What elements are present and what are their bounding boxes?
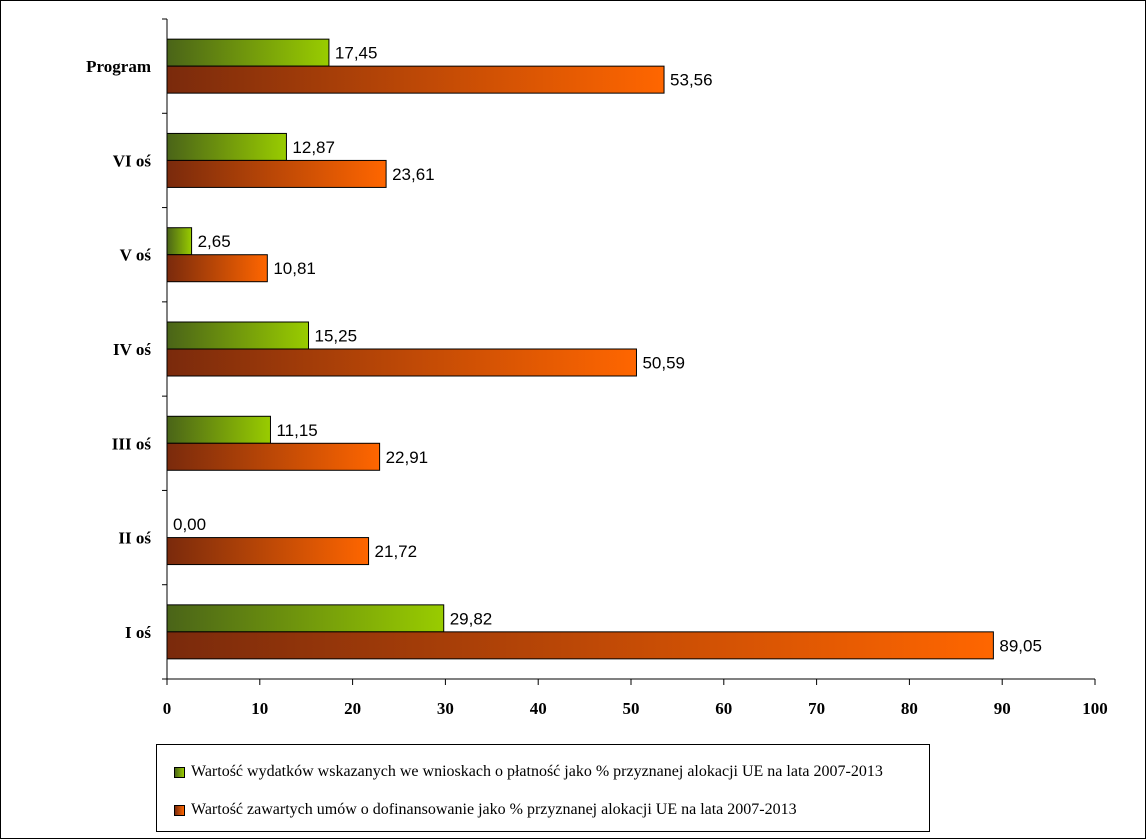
legend-label-series-2: Wartość zawartych umów o dofinansowanie … — [191, 801, 797, 818]
bar-series-2 — [166, 537, 370, 566]
bar-series-2 — [166, 254, 268, 283]
bar-series-1 — [166, 321, 310, 350]
x-tick-label: 10 — [251, 699, 268, 718]
category-label: III oś — [112, 434, 152, 453]
x-tick-label: 70 — [808, 699, 825, 718]
bar-series-2 — [166, 631, 994, 660]
bar-series-1 — [166, 415, 271, 444]
x-tick-label: 50 — [623, 699, 640, 718]
chart-bars — [166, 38, 994, 660]
bar-series-2 — [166, 348, 637, 377]
data-label-series-1: 17,45 — [335, 44, 378, 63]
data-label-series-2: 89,05 — [999, 636, 1042, 655]
legend-item-series-2: Wartość zawartych umów o dofinansowanie … — [174, 800, 797, 820]
bar-series-1 — [166, 38, 330, 67]
x-tick-label: 0 — [163, 699, 172, 718]
category-label: VI oś — [113, 151, 152, 170]
legend-label-series-1: Wartość wydatków wskazanych we wnioskach… — [191, 763, 883, 780]
data-label-series-2: 21,72 — [375, 542, 418, 561]
data-label-series-2: 53,56 — [670, 71, 713, 90]
data-label-series-1: 0,00 — [173, 515, 206, 534]
x-tick-label: 60 — [715, 699, 732, 718]
x-tick-label: 40 — [530, 699, 547, 718]
data-label-series-1: 29,82 — [450, 609, 493, 628]
x-tick-label: 80 — [901, 699, 918, 718]
x-tick-label: 100 — [1082, 699, 1108, 718]
category-label: Program — [86, 57, 151, 76]
data-label-series-2: 10,81 — [273, 259, 316, 278]
category-label: I oś — [125, 623, 151, 642]
legend-swatch-series-2 — [174, 804, 185, 816]
category-label: V oś — [120, 246, 152, 265]
data-label-series-2: 22,91 — [386, 448, 429, 467]
chart-labels: Program 17,45 53,56 VI oś 12,87 23,61 V oś 2,65… — [86, 44, 1042, 656]
bar-series-2 — [166, 442, 381, 471]
bar-series-1 — [166, 604, 445, 633]
bar-series-2 — [166, 65, 665, 94]
x-tick-label: 90 — [994, 699, 1011, 718]
data-label-series-1: 12,87 — [292, 138, 335, 157]
category-label: II oś — [118, 529, 151, 548]
data-label-series-1: 15,25 — [315, 327, 358, 346]
data-label-series-2: 23,61 — [392, 165, 435, 184]
category-label: IV oś — [113, 340, 151, 359]
x-tick-label: 20 — [344, 699, 361, 718]
bar-series-1 — [166, 227, 193, 256]
data-label-series-1: 11,15 — [276, 421, 317, 440]
data-label-series-2: 50,59 — [642, 354, 685, 373]
bar-series-1 — [166, 132, 287, 161]
legend-item-series-1: Wartość wydatków wskazanych we wnioskach… — [174, 762, 883, 782]
chart-axes: 0 10 20 30 40 50 60 70 80 90 100 — [162, 18, 1108, 718]
legend-swatch-series-1 — [174, 766, 185, 778]
bar-series-2 — [166, 159, 387, 188]
chart-legend: Wartość wydatków wskazanych we wnioskach… — [156, 744, 930, 832]
data-label-series-1: 2,65 — [198, 232, 231, 251]
x-tick-label: 30 — [437, 699, 454, 718]
